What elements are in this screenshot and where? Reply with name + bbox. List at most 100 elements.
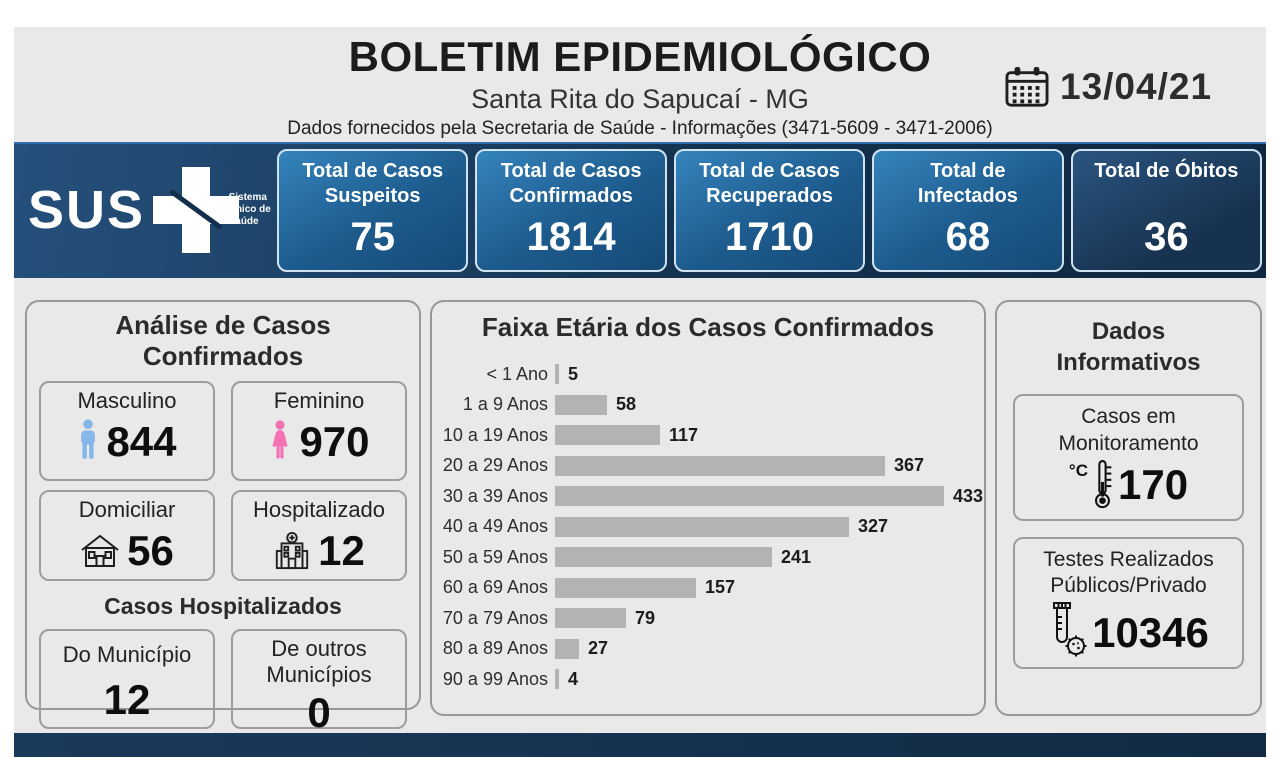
info-panel: Dados Informativos Casos em Monitorament…	[995, 300, 1262, 716]
report-date: 13/04/21	[1060, 66, 1213, 107]
analysis-panel: Análise de Casos Confirmados Masculino 8…	[25, 300, 421, 736]
age-range-label: 30 a 39 Anos	[442, 485, 548, 506]
stat-card-value: 1814	[526, 215, 616, 259]
age-chart-row: 20 a 29 Anos 367	[438, 451, 978, 482]
age-range-bar	[555, 364, 559, 385]
age-range-label: 60 a 69 Anos	[442, 577, 548, 598]
stat-cards-row: Total de Casos Suspeitos 75 Total de Cas…	[277, 149, 1263, 272]
stat-card-value: 36	[1144, 215, 1189, 259]
tests-card: Testes Realizados Públicos/Privado	[1013, 536, 1244, 670]
age-chart-row: 30 a 39 Anos 433	[438, 481, 983, 512]
age-range-value: 5	[568, 363, 579, 384]
age-range-value: 241	[781, 546, 812, 567]
age-chart-row: 40 a 49 Anos 327	[438, 512, 978, 543]
page-title: BOLETIM EPIDEMIOLÓGICO	[348, 33, 932, 80]
monitoring-card: Casos em Monitoramento °C 170	[1013, 394, 1244, 521]
sus-logo-text: SUS	[28, 180, 146, 240]
female-value: 970	[299, 418, 370, 466]
celsius-label: °C	[1068, 460, 1088, 480]
hospitalized-label: Hospitalizado	[252, 497, 386, 522]
age-range-bar	[555, 669, 559, 690]
tests-label: Testes Realizados Públicos/Privado	[1043, 547, 1214, 598]
age-range-bar	[555, 577, 696, 598]
male-label: Masculino	[77, 388, 177, 413]
thermometer-icon	[1092, 459, 1114, 509]
male-icon	[77, 419, 99, 465]
age-chart-row: 70 a 79 Anos 79	[438, 603, 978, 634]
hospital-icon	[273, 531, 311, 571]
other-cities-card: De outros Municípios 0	[231, 629, 407, 736]
age-range-value: 27	[588, 638, 609, 659]
female-icon	[268, 419, 292, 465]
age-range-label: 70 a 79 Anos	[442, 607, 548, 628]
other-cities-label: De outros Municípios	[266, 636, 372, 688]
age-range-value: 433	[953, 485, 984, 506]
age-range-bar	[555, 608, 626, 629]
stat-card-label: Total de Casos Recuperados	[699, 160, 840, 207]
stat-card-value: 75	[350, 215, 395, 259]
stat-card-label: Total de Infectados	[917, 160, 1018, 207]
from-city-card: Do Município 12	[39, 629, 215, 729]
age-chart-panel: Faixa Etária dos Casos Confirmados < 1 A…	[430, 300, 986, 716]
date-block: 13/04/21	[1004, 66, 1212, 108]
age-range-label: 80 a 89 Anos	[442, 638, 548, 659]
age-range-value: 367	[894, 455, 925, 476]
age-range-bar	[555, 547, 772, 568]
hospitalized-card: Hospitalizado 12	[231, 490, 407, 581]
male-card: Masculino 844	[39, 381, 215, 481]
age-range-value: 79	[635, 607, 656, 628]
age-chart-row: 50 a 59 Anos 241	[438, 542, 978, 573]
home-care-card: Domiciliar 56	[39, 490, 215, 581]
stat-card-label: Total de Casos Confirmados	[500, 160, 642, 207]
stat-card-obitos: Total de Óbitos 36	[1070, 149, 1263, 272]
monitoring-value: 170	[1118, 460, 1189, 508]
age-range-bar	[555, 425, 660, 446]
footer-bar	[14, 733, 1266, 757]
age-range-value: 157	[705, 577, 736, 598]
age-chart-row: < 1 Ano 5	[438, 359, 978, 390]
stat-card-label: Total de Casos Suspeitos	[302, 160, 444, 207]
monitoring-label: Casos em Monitoramento	[1058, 405, 1199, 455]
age-range-bar	[555, 516, 849, 537]
age-range-bar	[555, 394, 607, 415]
other-cities-value: 0	[307, 688, 331, 736]
age-range-value: 117	[669, 424, 699, 445]
age-chart-row: 90 a 99 Anos 4	[438, 664, 978, 695]
age-range-value: 4	[568, 668, 579, 689]
age-range-value: 327	[858, 516, 889, 537]
age-range-label: 90 a 99 Anos	[442, 668, 548, 689]
from-city-label: Do Município	[62, 642, 192, 667]
calendar-icon	[1004, 66, 1050, 108]
age-chart-row: 60 a 69 Anos 157	[438, 573, 978, 604]
city-subtitle: Santa Rita do Sapucaí - MG	[471, 84, 809, 114]
age-chart-title: Faixa Etária dos Casos Confirmados	[481, 312, 935, 342]
sus-logo-subtext: Sistema Único de Saúde	[228, 192, 271, 227]
age-range-label: 10 a 19 Anos	[442, 424, 548, 445]
stat-card-recuperados: Total de Casos Recuperados 1710	[673, 149, 866, 272]
age-chart-row: 80 a 89 Anos 27	[438, 634, 978, 665]
age-chart-row: 10 a 19 Anos 117	[438, 420, 978, 451]
stat-card-value: 1710	[725, 215, 814, 259]
home-care-label: Domiciliar	[78, 497, 176, 522]
hospitalized-cases-heading: Casos Hospitalizados	[104, 593, 342, 619]
age-range-label: 40 a 49 Anos	[442, 516, 548, 537]
age-range-bar	[555, 486, 944, 507]
age-range-value: 58	[616, 394, 637, 415]
tests-value: 10346	[1092, 609, 1209, 657]
stat-card-label: Total de Óbitos	[1094, 160, 1239, 182]
age-range-label: 50 a 59 Anos	[442, 546, 548, 567]
age-chart-row: 1 a 9 Anos 58	[438, 390, 978, 421]
age-chart-rows: < 1 Ano 5 1 a 9 Anos 58 10 a 19 Anos 117 20 a …	[438, 359, 983, 695]
home-care-value: 56	[127, 527, 174, 575]
male-value: 844	[106, 418, 177, 466]
age-range-label: < 1 Ano	[486, 363, 548, 384]
female-card: Feminino 970	[231, 381, 407, 481]
stat-card-infectados: Total de Infectados 68	[872, 149, 1064, 272]
info-panel-title: Dados Informativos	[1056, 318, 1201, 377]
age-range-bar	[555, 455, 885, 476]
stat-card-suspeitos: Total de Casos Suspeitos 75	[277, 149, 469, 272]
house-icon	[80, 533, 120, 569]
age-range-label: 20 a 29 Anos	[442, 455, 548, 476]
info-line: Dados fornecidos pela Secretaria de Saúd…	[287, 118, 993, 139]
sus-logo: SUS Sistema Único de Saúde	[28, 158, 278, 262]
